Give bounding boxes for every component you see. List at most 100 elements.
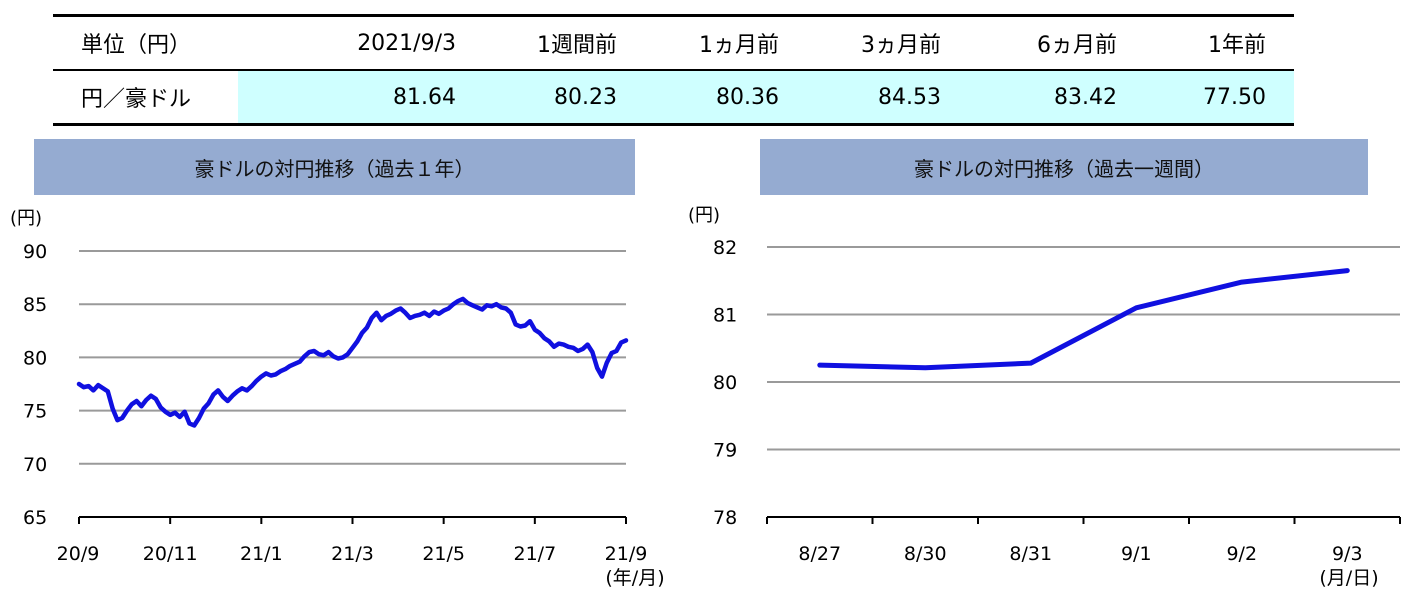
data-point [216,388,220,392]
y-axis-label: (円) [10,208,42,229]
data-point [144,398,148,402]
currency-pair-label: 円／豪ドル [81,87,192,112]
y-tick-label: 90 [23,241,47,263]
data-point [115,418,119,422]
x-axis-unit-label: (年/月) [605,567,664,589]
weekly-line-chart: 78 79 80 81 82 (円) 8/27 8/30 8/31 9/1 9/2 9/3(月/日) [688,205,1401,589]
y-tick-label: 70 [23,454,47,476]
data-point [576,349,580,353]
data-point [442,309,446,313]
data-point [230,394,235,398]
x-tick-label: 21/3 [331,543,374,565]
x-tick-label: 20/9 [57,543,100,565]
weekly-chart-title: 豪ドルの対円推移（過去一週間） [760,139,1368,195]
data-point [293,362,297,366]
data-point [135,399,139,403]
data-point [562,343,566,347]
data-point [528,319,532,323]
data-point [370,316,374,320]
data-point [427,314,431,318]
data-point [221,395,225,399]
x-tick-label: 9/1 [1121,543,1152,565]
rate-one-year-ago: 77.50 [1145,70,1294,125]
x-tick-label: 8/31 [1009,543,1052,565]
data-point [125,409,129,413]
table-header-row: 単位（円） 2021/9/3 1週間前 1ヵ月前 3ヵ月前 6ヵ月前 1年前 [53,15,1294,71]
data-point [317,352,321,356]
data-point [178,415,182,419]
data-point [101,386,105,390]
y-tick-label: 80 [23,347,47,369]
data-point [571,346,575,350]
data-point [278,369,283,373]
y-tick-label: 75 [23,401,47,423]
six-months-ago-header: 6ヵ月前 [969,15,1145,71]
data-point [355,339,359,343]
data-point [202,406,206,411]
data-point [600,375,604,379]
data-point [595,366,599,370]
data-point [298,360,302,364]
data-point [346,352,350,356]
data-point [605,361,609,365]
data-point [547,339,551,343]
data-point [96,383,100,387]
data-point [288,364,292,368]
date-header: 2021/9/3 [238,15,484,71]
y-tick-label: 79 [713,440,737,462]
data-point [461,297,465,301]
data-point [259,375,263,379]
data-point [590,350,595,354]
one-month-ago-header: 1ヵ月前 [645,15,807,71]
y-axis-label: (円) [688,205,720,226]
data-point [456,299,460,303]
data-point [77,382,81,386]
rate-current: 81.64 [238,70,484,125]
data-point [106,389,110,393]
data-point [557,342,561,346]
data-point [341,355,345,359]
data-point [365,326,369,330]
x-tick-label: 21/5 [422,543,465,565]
data-point [139,404,143,408]
data-point [149,394,153,398]
data-point [173,411,177,415]
y-tick-label: 82 [713,237,737,259]
rate-three-months-ago: 84.53 [807,70,969,125]
unit-header: 単位（円） [53,15,238,71]
data-point [480,307,484,312]
data-point [437,312,441,316]
rate-six-months-ago: 83.42 [969,70,1145,125]
data-point [82,385,86,389]
data-point [154,397,158,401]
data-point [619,340,623,345]
data-point [394,309,398,313]
rate-one-week-ago: 80.23 [484,70,645,125]
data-point [326,350,331,354]
data-point [87,384,91,388]
data-point [403,311,407,315]
data-point [389,312,393,316]
table-row: 円／豪ドル 81.64 80.23 80.36 84.53 83.42 77.5… [53,70,1294,125]
x-tick-label: 9/3 [1332,543,1363,565]
yearly-chart-title: 豪ドルの対円推移（過去１年） [34,139,635,195]
y-tick-label: 80 [713,372,737,394]
x-tick-label: 9/2 [1226,543,1257,565]
y-tick-label: 85 [23,294,47,316]
x-tick-label: 20/11 [143,543,198,565]
data-point [264,371,268,375]
data-point [187,421,191,425]
data-point [470,303,475,307]
data-point [413,314,417,318]
data-point [250,384,254,388]
data-point [518,324,523,329]
data-point [336,356,340,361]
data-point [331,354,335,358]
x-tick-label: 8/30 [904,543,947,565]
y-tick-label: 65 [23,507,47,529]
data-point [566,345,571,349]
data-point [533,328,537,332]
data-point [350,346,355,350]
data-point [422,311,427,315]
data-point [523,323,527,328]
